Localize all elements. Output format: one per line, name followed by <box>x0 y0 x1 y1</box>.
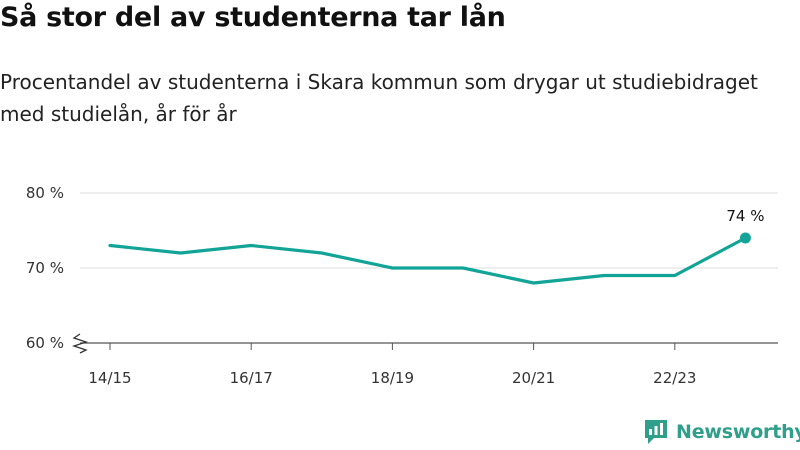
x-tick-label: 16/17 <box>230 369 273 387</box>
newsworthy-logo-icon <box>645 420 667 444</box>
x-tick-label: 22/23 <box>653 369 696 387</box>
x-tick-label: 18/19 <box>371 369 414 387</box>
chart-subtitle: Procentandel av studenterna i Skara komm… <box>0 70 758 126</box>
data-label-last: 74 % <box>726 207 764 225</box>
y-tick-label: 60 % <box>26 334 64 352</box>
x-tick-label: 14/15 <box>88 369 131 387</box>
x-tick-label: 20/21 <box>512 369 555 387</box>
y-axis-break-icon <box>71 333 89 354</box>
series-line <box>108 236 748 285</box>
y-tick-label: 80 % <box>26 184 64 202</box>
y-tick-label: 70 % <box>26 259 64 277</box>
brand-name: Newsworthy <box>676 421 800 443</box>
chart-title: Så stor del av studenterna tar lån <box>0 2 506 33</box>
newsworthy-logo: Newsworthy <box>644 419 800 445</box>
data-point-last <box>739 232 751 244</box>
